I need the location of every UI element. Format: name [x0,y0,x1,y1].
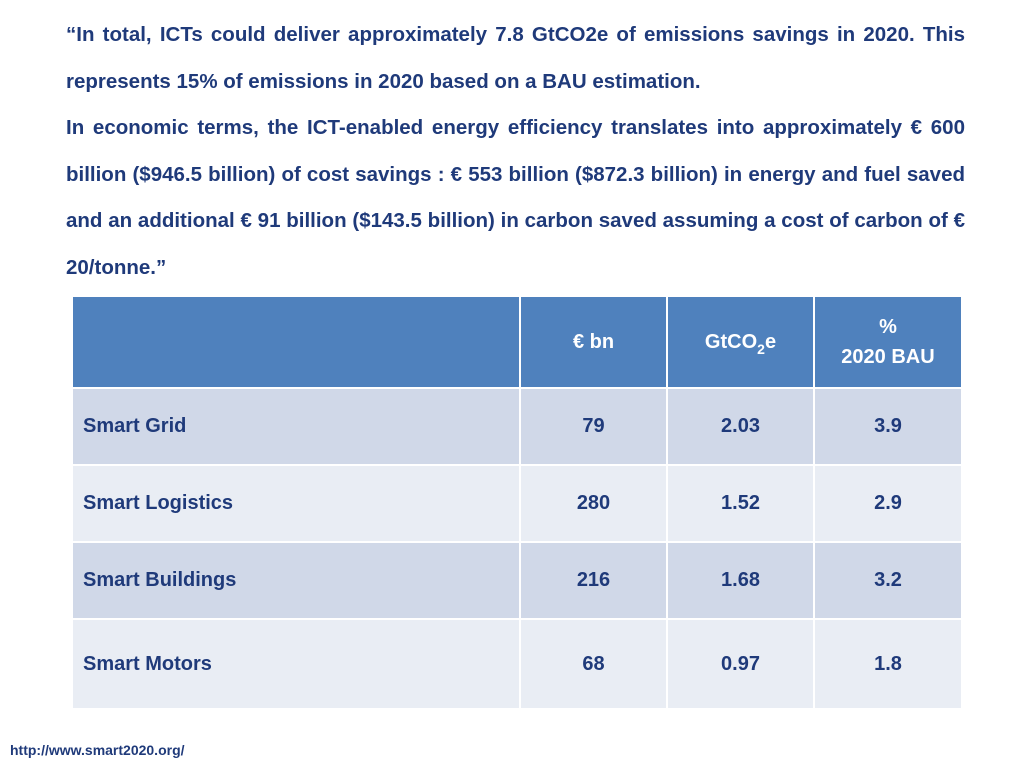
header-gtco2e-main: GtCO [704,330,758,353]
header-gtco2e: GtCO2e [666,295,815,389]
row-pct-bau: 1.8 [813,618,963,710]
table-row: Smart Motors 68 0.97 1.8 [71,618,963,710]
row-name: Smart Buildings [71,541,521,620]
header-pct-bau: % 2020 BAU [813,295,963,389]
header-blank [71,295,521,389]
row-eur-bn: 216 [519,541,668,620]
row-pct-bau: 3.2 [813,541,963,620]
table-row: Smart Grid 79 2.03 3.9 [71,387,963,466]
header-eur-bn: € bn [519,295,668,389]
row-name: Smart Logistics [71,464,521,543]
row-gtco2e: 2.03 [666,387,815,466]
row-eur-bn: 79 [519,387,668,466]
table-row: Smart Logistics 280 1.52 2.9 [71,464,963,543]
header-pct-line1: % [879,316,897,338]
row-name: Smart Grid [71,387,521,466]
row-name: Smart Motors [71,618,521,710]
row-gtco2e: 1.52 [666,464,815,543]
row-gtco2e: 0.97 [666,618,815,710]
row-gtco2e: 1.68 [666,541,815,620]
savings-table: € bn GtCO2e % 2020 BAU Smart Grid 79 2.03… [71,295,963,710]
row-eur-bn: 280 [519,464,668,543]
table-row: Smart Buildings 216 1.68 3.2 [71,541,963,620]
header-gtco2e-subscript: 2 [757,340,765,357]
quote-text: “In total, ICTs could deliver approximat… [66,12,965,291]
header-gtco2e-tail: e [764,330,777,353]
quote-paragraph-2: In economic terms, the ICT-enabled energ… [66,116,965,279]
header-pct-line2: 2020 BAU [841,346,935,368]
row-pct-bau: 3.9 [813,387,963,466]
table-header-row: € bn GtCO2e % 2020 BAU [71,295,963,389]
source-url: http://www.smart2020.org/ [10,742,185,758]
row-pct-bau: 2.9 [813,464,963,543]
quote-paragraph-1: “In total, ICTs could deliver approximat… [66,23,965,93]
row-eur-bn: 68 [519,618,668,710]
